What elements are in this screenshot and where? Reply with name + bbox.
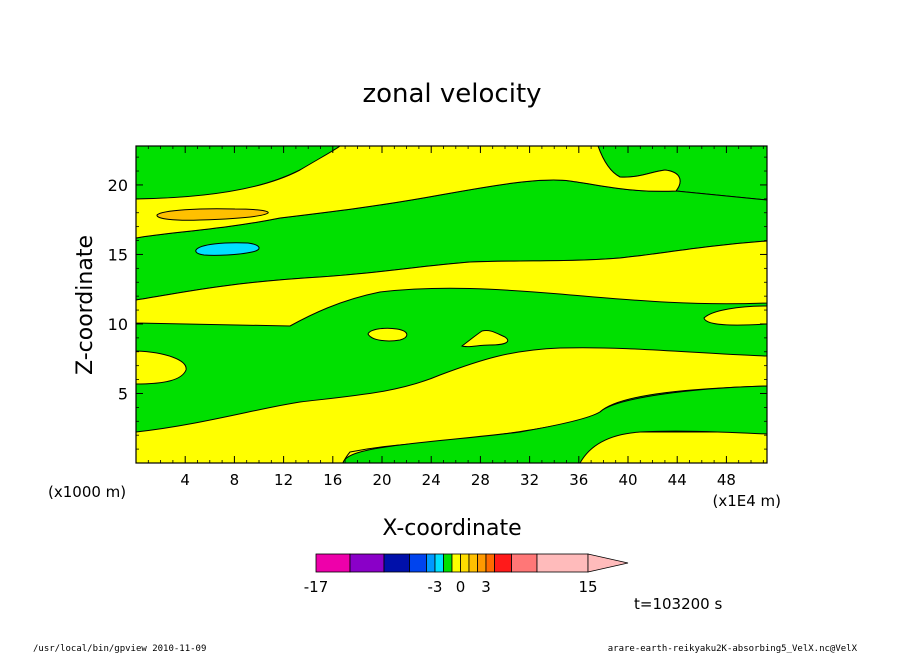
colorbar-segment [409,553,427,573]
time-annotation: t=103200 s [634,595,722,613]
x-axis-unit: (x1E4 m) [712,492,781,510]
y-tick-label: 15 [108,245,128,264]
colorbar-segment [349,553,385,573]
chart-title: zonal velocity [362,79,541,109]
cell-yellow-small-1 [367,327,408,342]
x-tick-label: 24 [422,471,441,489]
colorbar-tick-label: 15 [578,578,597,596]
region-middle-positive-band [136,240,767,327]
colorbar-segment [468,553,478,573]
x-tick-label: 40 [618,471,637,489]
colorbar-segment [511,553,538,573]
cell-yellow-small-2 [460,330,509,348]
colorbar-segment [426,553,436,573]
colorbar-segment [485,553,495,573]
colorbar-tick-label: 3 [481,578,491,596]
y-axis-title: Z-coordinate [73,235,98,375]
x-tick-label: 36 [569,471,588,489]
x-tick-label: 44 [668,471,687,489]
colorbar-segment [315,553,351,573]
region-lower-right-green [342,385,767,463]
x-tick-label: 4 [180,471,190,489]
plot-frame [135,145,768,464]
colorbar-segment [451,553,461,573]
y-tick-label: 10 [108,315,128,334]
colorbar-segment [434,553,444,573]
x-tick-label: 12 [274,471,293,489]
x-tick-label: 8 [230,471,240,489]
colorbar-segment [536,553,589,573]
region-upper-yellow [136,146,681,239]
x-tick-label: 16 [323,471,342,489]
region-right-lobe [703,305,767,326]
colorbar-tick-label: -3 [428,578,443,596]
colorbar-segment [383,553,410,573]
y-tick-label: 5 [118,384,128,403]
x-tick-label: 20 [372,471,391,489]
cell-orange [156,208,269,221]
colorbar-segment [477,553,487,573]
footer-right: arare-earth-reikyaku2K-absorbing5_VelX.n… [608,644,858,654]
x-tick-label: 32 [520,471,539,489]
colorbar-segment [443,553,453,573]
x-axis: 4 8 12 16 20 24 28 32 36 40 44 48 [147,146,764,489]
region-left-lobe [136,350,187,385]
x-tick-label: 48 [717,471,736,489]
colorbar: -17 -3 0 3 15 [304,553,629,596]
contour-field [136,146,767,463]
colorbar-segment [460,553,470,573]
y-axis-unit: (x1000 m) [48,483,126,501]
colorbar-segment [494,553,512,573]
cell-cyan [195,242,260,256]
colorbar-tick-label: -17 [304,578,329,596]
x-tick-label: 28 [471,471,490,489]
colorbar-tick-label: 0 [456,578,466,596]
x-axis-title: X-coordinate [382,516,521,541]
y-tick-label: 20 [108,176,128,195]
y-axis: 5 10 15 20 [108,156,767,450]
footer-left: /usr/local/bin/gpview 2010-11-09 [33,644,206,654]
colorbar-arrow [587,553,629,573]
